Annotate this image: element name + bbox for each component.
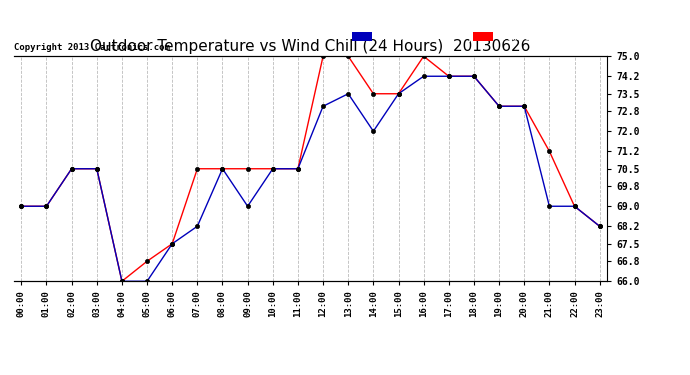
Legend: Wind Chill  (°F), Temperature  (°F): Wind Chill (°F), Temperature (°F) — [350, 30, 602, 44]
Text: Copyright 2013 Cartronics.com: Copyright 2013 Cartronics.com — [14, 43, 170, 52]
Title: Outdoor Temperature vs Wind Chill (24 Hours)  20130626: Outdoor Temperature vs Wind Chill (24 Ho… — [90, 39, 531, 54]
